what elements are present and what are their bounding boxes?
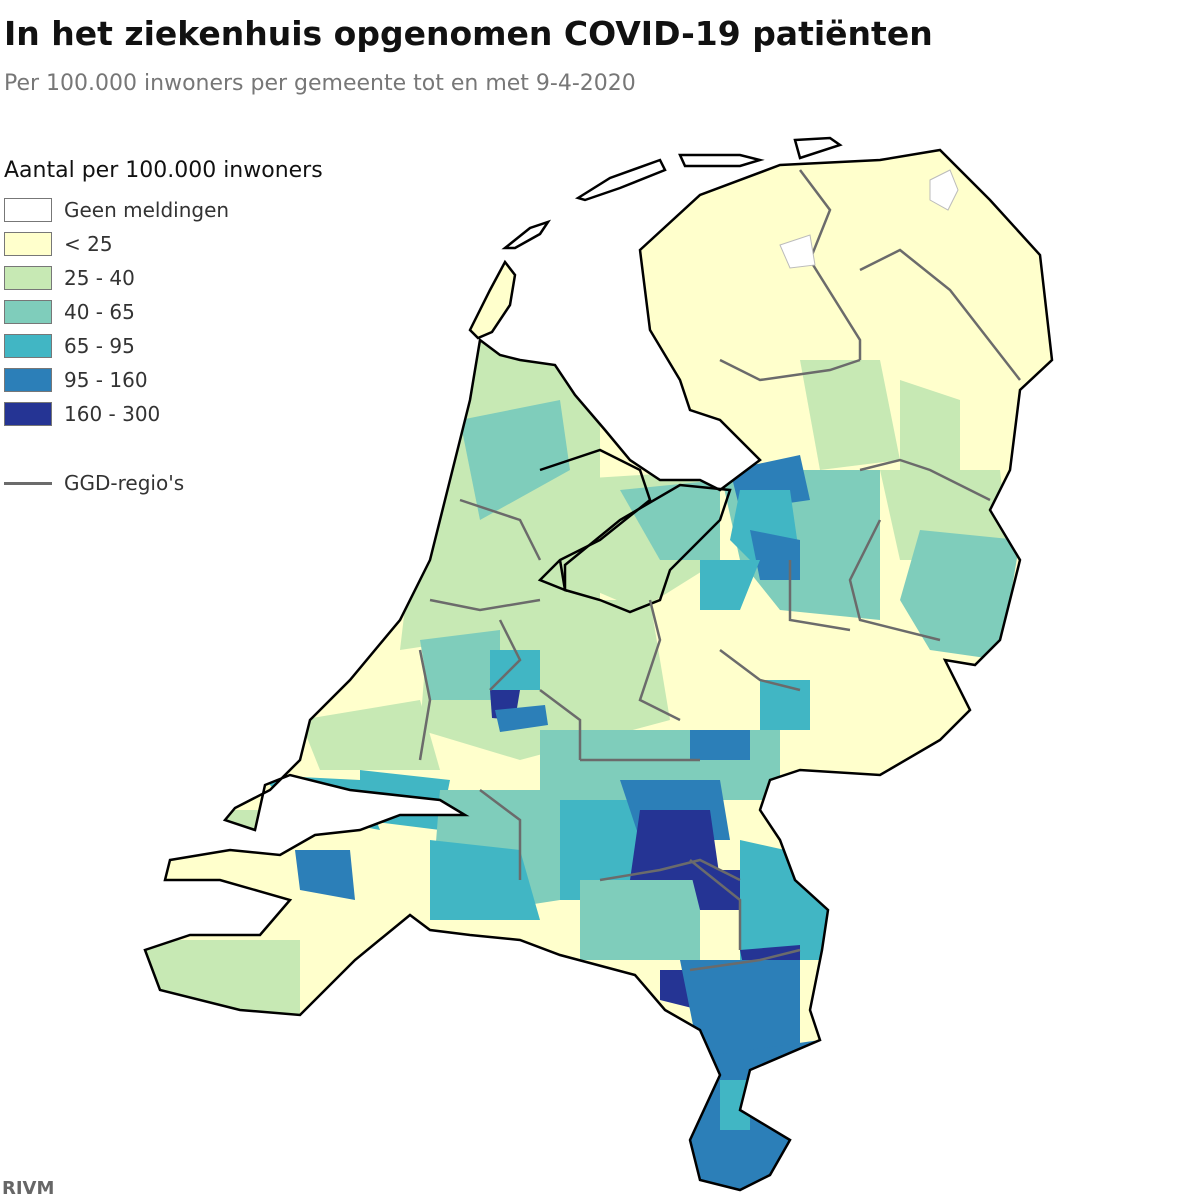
legend-title: Aantal per 100.000 inwoners: [4, 158, 323, 183]
legend-swatch: [4, 266, 52, 290]
chart-subtitle: Per 100.000 inwoners per gemeente tot en…: [4, 71, 636, 96]
region-arnhem: [760, 680, 810, 730]
legend-item-65-95: 65 - 95: [4, 329, 323, 363]
region-leiden: [420, 630, 500, 700]
municipality-fills: [145, 150, 1052, 1190]
region-rotterdam: [300, 700, 440, 770]
legend-label: 40 - 65: [64, 300, 135, 324]
randmeren-shore: [563, 483, 732, 614]
region-alphen: [490, 650, 540, 690]
legend-item-lt25: < 25: [4, 227, 323, 261]
legend-label: < 25: [64, 232, 113, 256]
legend-item-95-160: 95 - 160: [4, 363, 323, 397]
legend-swatch: [4, 334, 52, 358]
region-zeeuws-vlaanderen: [145, 940, 300, 1020]
legend-swatch: [4, 232, 52, 256]
map-legend: Aantal per 100.000 inwoners Geen melding…: [4, 158, 323, 495]
legend-swatch: [4, 300, 52, 324]
legend-swatch: [4, 198, 52, 222]
country-outline: [143, 148, 1054, 1192]
wadden-island-texel: [468, 259, 517, 340]
ggd-boundaries: [418, 169, 1021, 972]
legend-label: 65 - 95: [64, 334, 135, 358]
legend-label: 95 - 160: [64, 368, 148, 392]
region-nijmegen: [690, 730, 750, 760]
region-walcheren: [220, 810, 300, 845]
legend-item-160-300: 160 - 300: [4, 397, 323, 431]
region-no-reports: [929, 169, 959, 211]
region-no-reports-2: [779, 234, 816, 269]
legend-label: Geen meldingen: [64, 198, 230, 222]
wadden-island-vlieland: [501, 219, 552, 250]
region-midden-limburg: [680, 960, 800, 1060]
region-apeldoorn: [700, 560, 760, 610]
region-eindhoven: [580, 880, 700, 960]
legend-swatch: [4, 368, 52, 392]
legend-label: 160 - 300: [64, 402, 161, 426]
legend-label: 25 - 40: [64, 266, 135, 290]
wadden-island-ameland: [678, 153, 765, 168]
region-zaanstreek: [460, 400, 570, 520]
region-twente: [900, 530, 1020, 660]
region-breda: [430, 840, 540, 920]
legend-item-40-65: 40 - 65: [4, 295, 323, 329]
region-helmond: [690, 870, 740, 910]
region-deventer: [750, 530, 800, 580]
legend-item-geen: Geen meldingen: [4, 193, 323, 227]
legend-swatch: [4, 402, 52, 426]
legend-item-ggd: GGD-regio's: [4, 471, 323, 495]
ijsselmeer-shore: [537, 448, 652, 592]
wadden-island-schiermonnikoog: [793, 136, 843, 160]
region-friesland-south: [800, 360, 900, 470]
region-bergen-op-zoom: [295, 850, 355, 900]
wadden-island-terschelling: [574, 158, 667, 202]
legend-label: GGD-regio's: [64, 471, 185, 495]
ggd-line-sample: [4, 481, 52, 485]
region-flevoland-east: [620, 480, 720, 560]
chart-title: In het ziekenhuis opgenomen COVID-19 pat…: [4, 14, 933, 53]
region-tilburg: [560, 800, 640, 900]
source-credit: RIVM: [2, 1178, 55, 1199]
region-drenthe-south: [900, 380, 960, 470]
legend-item-25-40: 25 - 40: [4, 261, 323, 295]
region-gouda: [495, 705, 548, 732]
region-heerlen: [720, 1080, 750, 1130]
